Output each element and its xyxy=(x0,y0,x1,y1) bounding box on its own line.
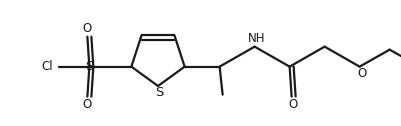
Text: S: S xyxy=(85,60,93,73)
Text: NH: NH xyxy=(247,32,265,45)
Text: O: O xyxy=(83,98,92,111)
Text: Cl: Cl xyxy=(41,60,53,73)
Text: S: S xyxy=(154,87,163,100)
Text: O: O xyxy=(83,22,92,35)
Text: O: O xyxy=(356,67,365,80)
Text: O: O xyxy=(287,98,296,111)
